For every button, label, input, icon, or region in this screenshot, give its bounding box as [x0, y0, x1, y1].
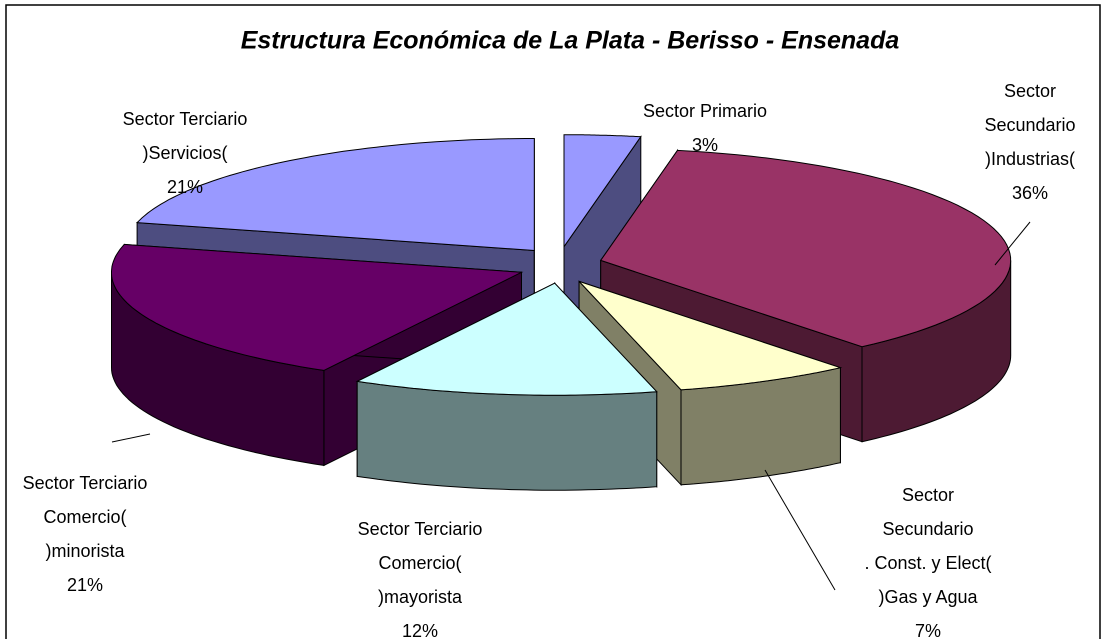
slice-label: )Gas y Agua: [878, 587, 978, 607]
slice-label: Secundario: [882, 519, 973, 539]
slice: [111, 243, 524, 371]
slice-label: Comercio(: [378, 553, 461, 573]
slice-label: Sector: [902, 485, 954, 505]
slice: [355, 282, 658, 396]
leader-line: [994, 221, 1031, 266]
slice-label: )Servicios(: [142, 143, 227, 163]
slice: [599, 149, 1012, 348]
slice-label: Sector Terciario: [23, 473, 148, 493]
slice: [135, 138, 535, 252]
slice-label: )mayorista: [378, 587, 463, 607]
slice-label: Sector: [1004, 81, 1056, 101]
leader-line: [111, 433, 151, 443]
slice-label: Sector Primario: [643, 101, 767, 121]
value-label: 21%: [67, 575, 103, 595]
pie: [111, 134, 1012, 491]
slice-label: )minorista: [45, 541, 125, 561]
slice-label: Sector Terciario: [123, 109, 248, 129]
slice-label: )Industrias(: [985, 149, 1075, 169]
leader-line: [764, 469, 836, 591]
slice-label: Comercio(: [43, 507, 126, 527]
value-label: 36%: [1012, 183, 1048, 203]
slice: [578, 280, 843, 391]
value-label: 12%: [402, 621, 438, 639]
value-label: 3%: [692, 135, 718, 155]
value-label: 7%: [915, 621, 941, 639]
chart-title: Estructura Económica de La Plata - Beris…: [241, 27, 900, 55]
slice-wall: [356, 380, 658, 491]
slice-label: . Const. y Elect(: [864, 553, 991, 573]
value-label: 21%: [167, 177, 203, 197]
slice: [563, 134, 642, 249]
slice-label: Secundario: [984, 115, 1075, 135]
slice-label: Sector Terciario: [358, 519, 483, 539]
labels: Sector Primario 3% Sector Secundario )Indust…: [23, 81, 1076, 639]
